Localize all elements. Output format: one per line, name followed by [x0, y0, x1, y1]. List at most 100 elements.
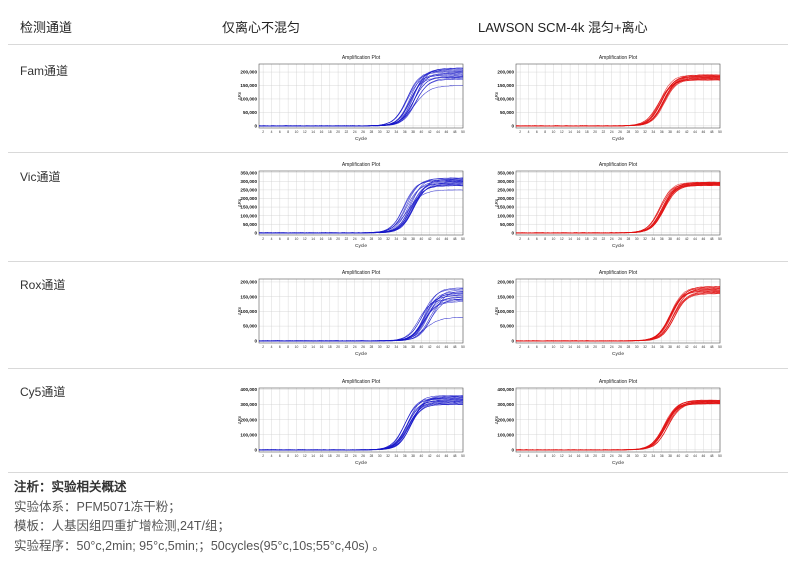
plot-title: Amplification Plot: [342, 270, 381, 276]
x-tick-label: 42: [685, 237, 689, 241]
y-tick-label: 0: [254, 123, 257, 128]
x-tick-label: 40: [677, 237, 681, 241]
x-tick-label: 30: [378, 454, 382, 458]
x-tick-label: 14: [311, 237, 315, 241]
amplification-curve: [515, 402, 721, 451]
x-tick-label: 34: [652, 454, 656, 458]
x-tick-label: 48: [453, 130, 457, 134]
amplification-curve: [515, 182, 721, 234]
x-tick-label: 2: [262, 345, 264, 349]
amplification-curve: [515, 183, 721, 234]
x-tick-label: 4: [528, 237, 530, 241]
x-tick-label: 26: [361, 237, 365, 241]
x-tick-label: 20: [336, 345, 340, 349]
y-tick-label: 150,000: [497, 205, 514, 210]
x-tick-label: 2: [519, 237, 521, 241]
x-tick-label: 18: [328, 237, 332, 241]
x-tick-label: 36: [660, 454, 664, 458]
x-tick-label: 20: [336, 237, 340, 241]
x-tick-label: 42: [428, 237, 432, 241]
x-tick-label: 48: [710, 237, 714, 241]
amplification-curve: [515, 78, 721, 127]
amplification-curve: [258, 402, 463, 451]
x-tick-label: 16: [577, 454, 581, 458]
amplification-curve: [515, 183, 721, 234]
y-tick-label: 0: [511, 447, 514, 452]
x-tick-label: 44: [436, 130, 440, 134]
x-axis-label: Cycle: [355, 351, 367, 357]
amplification-curve: [258, 85, 464, 127]
amplification-curve: [258, 402, 464, 451]
x-tick-label: 48: [453, 454, 457, 458]
x-tick-label: 46: [445, 237, 449, 241]
x-tick-label: 50: [718, 454, 722, 458]
x-tick-label: 32: [386, 130, 390, 134]
x-tick-label: 18: [328, 130, 332, 134]
amplification-curve: [515, 403, 721, 451]
header-channel: 检测通道: [20, 20, 73, 35]
amplification-curve: [515, 184, 721, 234]
x-tick-label: 32: [643, 454, 647, 458]
x-tick-label: 38: [668, 130, 672, 134]
x-tick-label: 10: [295, 237, 299, 241]
plot-title: Amplification Plot: [599, 162, 638, 168]
amplification-curve: [258, 400, 464, 451]
plot-cy5-left: Amplification Plot 0 100,000 200,000 300,000…: [237, 376, 467, 476]
x-tick-label: 2: [262, 237, 264, 241]
amplification-curve: [515, 75, 721, 127]
x-tick-label: 40: [677, 130, 681, 134]
x-tick-label: 18: [585, 454, 589, 458]
amplification-curve: [258, 183, 464, 234]
x-tick-label: 4: [528, 345, 530, 349]
x-tick-label: 18: [585, 130, 589, 134]
y-tick-label: 50,000: [500, 222, 514, 227]
x-tick-label: 8: [544, 454, 546, 458]
x-tick-label: 28: [627, 345, 631, 349]
x-tick-label: 48: [710, 345, 714, 349]
y-tick-label: 400,000: [240, 387, 257, 392]
amplification-plot-svg: Amplification Plot 0 100,000 200,000 300,000…: [494, 379, 722, 466]
y-tick-label: 200,000: [497, 196, 514, 201]
y-tick-label: 300,000: [497, 402, 514, 407]
x-tick-label: 28: [627, 130, 631, 134]
amplification-curve: [515, 400, 721, 451]
x-tick-label: 48: [453, 345, 457, 349]
amplification-curve: [515, 290, 721, 342]
x-tick-label: 24: [353, 345, 357, 349]
amplification-curve: [258, 67, 464, 127]
amplification-curve: [258, 185, 464, 234]
x-tick-label: 30: [635, 237, 639, 241]
x-tick-label: 48: [453, 237, 457, 241]
x-tick-label: 6: [536, 345, 538, 349]
x-tick-label: 2: [519, 345, 521, 349]
notes-system: 实验体系：PFM5071冻干粉；: [14, 499, 181, 514]
amplification-curve: [515, 286, 721, 342]
amplification-curve: [515, 76, 721, 127]
x-axis-label: Cycle: [612, 136, 624, 142]
x-tick-label: 16: [320, 345, 324, 349]
amplification-curve: [515, 79, 721, 127]
x-tick-label: 16: [577, 130, 581, 134]
x-tick-label: 48: [710, 454, 714, 458]
x-tick-label: 30: [378, 237, 382, 241]
x-tick-label: 10: [295, 130, 299, 134]
amplification-curve: [515, 402, 721, 451]
plot-title: Amplification Plot: [342, 379, 381, 385]
y-tick-label: 200,000: [497, 70, 514, 75]
x-tick-label: 10: [552, 454, 556, 458]
amplification-curve: [258, 189, 464, 234]
plot-cy5-right: Amplification Plot 0 100,000 200,000 300,000…: [494, 376, 724, 476]
x-tick-label: 22: [602, 345, 606, 349]
x-tick-label: 16: [320, 237, 324, 241]
x-tick-label: 8: [287, 454, 289, 458]
x-tick-label: 40: [677, 454, 681, 458]
x-tick-label: 2: [519, 130, 521, 134]
y-axis-label: ΔRn: [237, 198, 242, 207]
x-tick-label: 50: [461, 237, 465, 241]
x-tick-label: 26: [361, 454, 365, 458]
x-tick-label: 42: [685, 345, 689, 349]
y-axis-label: ΔRn: [237, 306, 242, 315]
x-tick-label: 4: [271, 130, 273, 134]
y-tick-label: 150,000: [240, 294, 257, 299]
x-tick-label: 6: [536, 237, 538, 241]
